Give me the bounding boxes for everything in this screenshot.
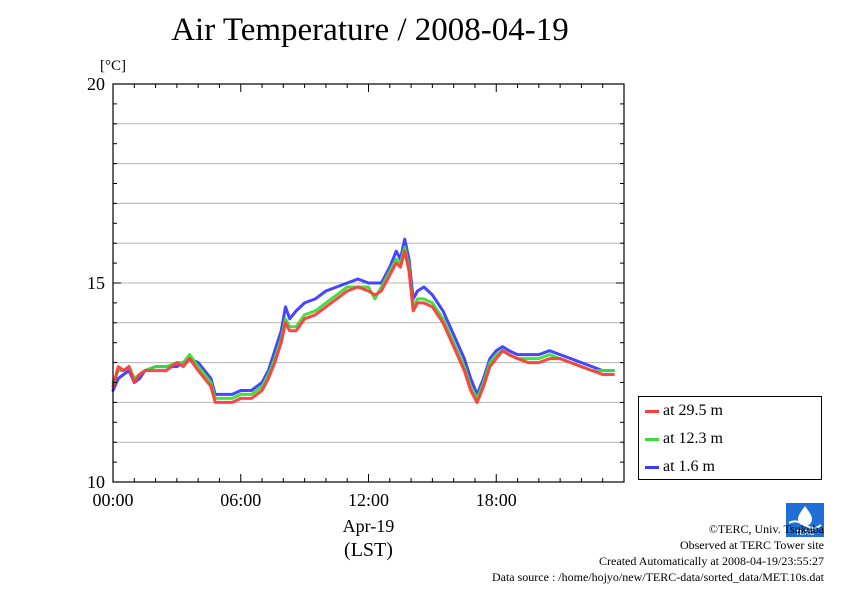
legend-swatch xyxy=(645,437,659,441)
series-layer xyxy=(111,237,615,404)
credit-source: Data source : /home/hojyo/new/TERC-data/… xyxy=(491,570,824,584)
legend-item: at 1.6 m xyxy=(645,457,715,477)
y-tick-label: 15 xyxy=(87,273,105,293)
terc-logo-icon: TERC xyxy=(786,503,824,537)
legend-swatch xyxy=(645,409,659,413)
logo-text: TERC xyxy=(795,530,814,537)
credit-observed: Observed at TERC Tower site xyxy=(679,538,824,552)
credit-copyright: ©TERC, Univ. Tsukuba xyxy=(708,522,824,536)
x-tick-label: 18:00 xyxy=(476,490,517,510)
legend-item: at 12.3 m xyxy=(645,429,723,449)
credit-created: Created Automatically at 2008-04-19/23:5… xyxy=(599,554,824,568)
legend-label: at 29.5 m xyxy=(663,402,723,419)
x-tick-label: 06:00 xyxy=(220,490,261,510)
legend-swatch xyxy=(645,465,659,469)
series-line-1 xyxy=(111,249,615,404)
credits-block: ©TERC, Univ. Tsukuba Observed at TERC To… xyxy=(492,521,824,585)
legend: at 29.5 m at 12.3 m at 1.6 m xyxy=(638,396,822,480)
axis-ticks xyxy=(112,83,625,483)
x-tick-label: 12:00 xyxy=(348,490,389,510)
y-axis-label: [°C] xyxy=(100,58,126,74)
x-axis-sublabel: (LST) xyxy=(344,539,393,561)
x-tick-label: 00:00 xyxy=(92,490,133,510)
y-tick-label: 20 xyxy=(87,74,105,94)
y-tick-label: 10 xyxy=(87,472,105,492)
legend-item: at 29.5 m xyxy=(645,401,723,421)
chart-title: Air Temperature / 2008-04-19 xyxy=(171,12,569,48)
axis-labels: 10 15 20 00:00 06:00 12:00 18:00 [°C] Apr-19 (LST… xyxy=(87,58,517,561)
series-line-3 xyxy=(111,237,615,396)
legend-label: at 1.6 m xyxy=(663,458,715,475)
legend-label: at 12.3 m xyxy=(663,430,723,447)
x-axis-label: Apr-19 xyxy=(343,516,395,536)
